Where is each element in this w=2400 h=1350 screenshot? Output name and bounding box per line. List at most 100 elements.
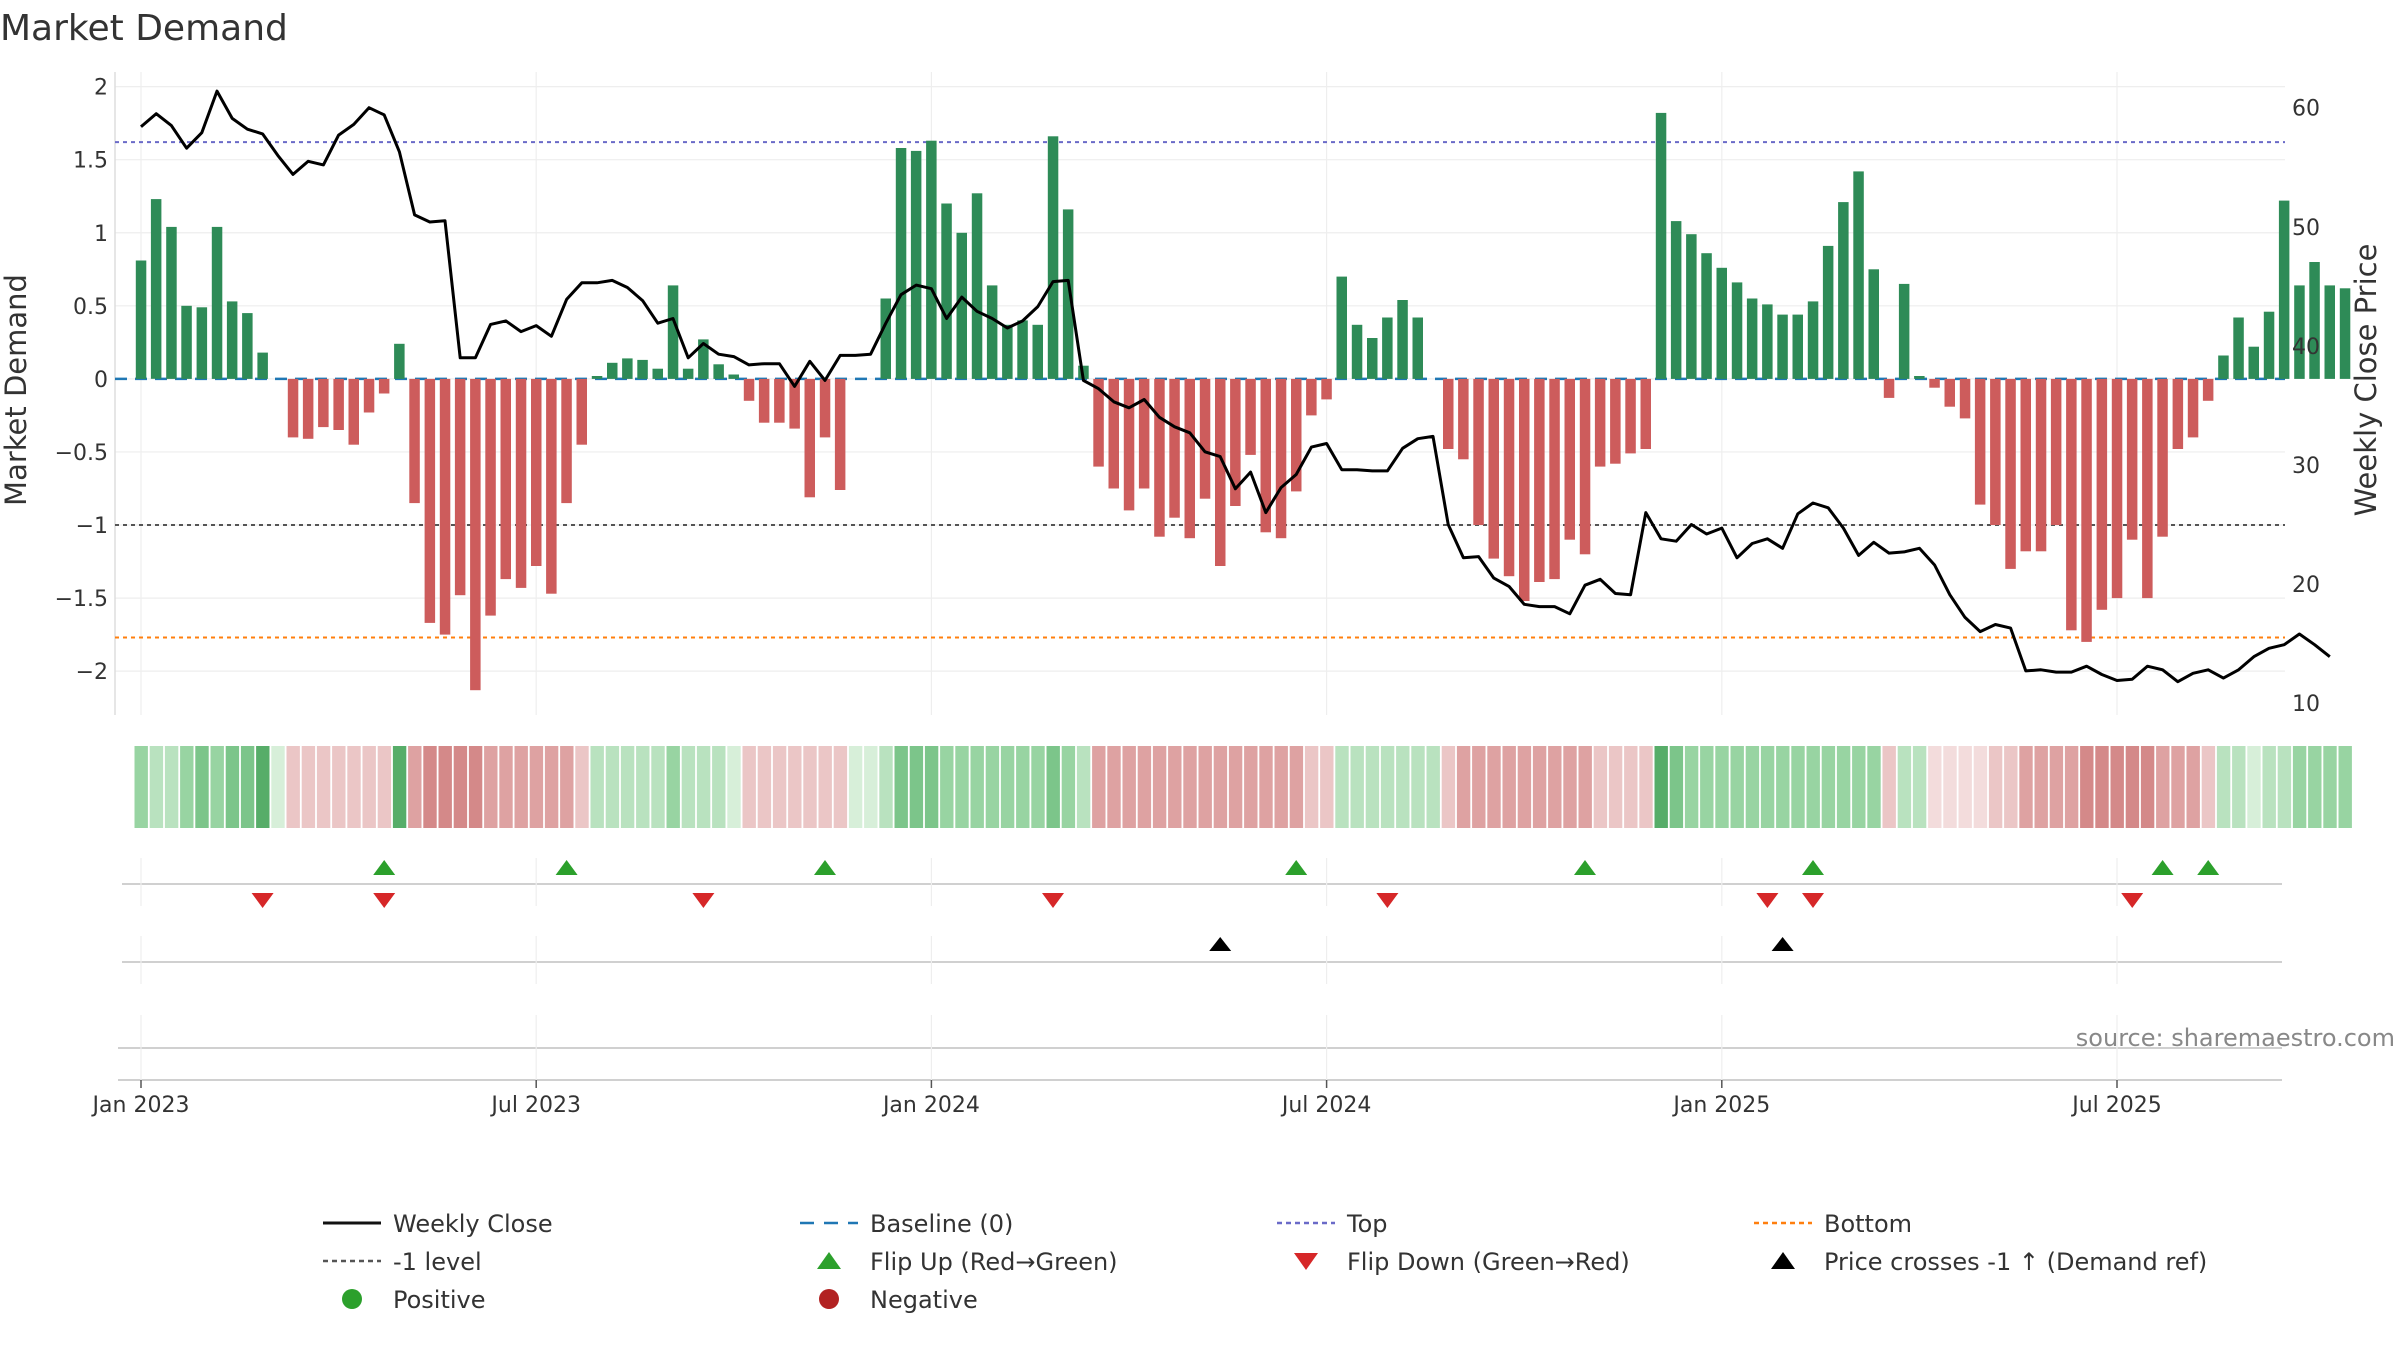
demand-bar-2 (166, 226, 177, 379)
demand-bar-111 (1822, 245, 1834, 379)
strip-cell-40 (742, 746, 756, 828)
demand-bar-127 (2066, 378, 2077, 631)
demand-bar-15 (363, 378, 375, 413)
flip-up-marker-3 (1285, 860, 1308, 875)
strip-cell-41 (757, 746, 772, 828)
strip-cell-55 (970, 746, 984, 828)
demand-bar-5 (211, 226, 223, 379)
demand-bar-95 (1579, 378, 1591, 555)
demand-bar-66 (1138, 378, 1150, 489)
demand-bar-7 (242, 313, 253, 379)
strip-cell-89 (1487, 746, 1501, 828)
legend-label-2: Top (1346, 1210, 1388, 1238)
strip-cell-74 (1259, 746, 1273, 828)
strip-cell-93 (1548, 746, 1562, 828)
demand-bar-126 (2050, 378, 2062, 525)
strip-cell-92 (1532, 746, 1547, 828)
demand-bar-23 (485, 378, 496, 616)
demand-bar-101 (1670, 221, 1682, 379)
strip-cell-111 (1821, 746, 1836, 828)
strip-cell-38 (712, 746, 726, 828)
demand-bar-125 (2035, 378, 2047, 552)
demand-bar-71 (1215, 378, 1226, 566)
demand-bar-53 (941, 203, 952, 379)
flip-up-marker-6 (2151, 860, 2174, 875)
strip-cell-56 (985, 746, 1000, 828)
strip-cell-125 (2034, 746, 2048, 828)
demand-bar-108 (1777, 314, 1788, 379)
legend-item-6: Flip Down (Green→Red) (1294, 1248, 1630, 1276)
demand-bar-103 (1701, 253, 1712, 379)
demand-bar-131 (2126, 378, 2138, 540)
demand-bar-139 (2248, 346, 2259, 379)
legend-label-3: Bottom (1824, 1210, 1912, 1238)
demand-bar-83 (1397, 300, 1408, 379)
demand-bar-129 (2096, 378, 2108, 610)
legend-item-4: -1 level (323, 1248, 482, 1276)
strip-cell-37 (696, 746, 711, 828)
y-tick-label-6: −1 (76, 514, 108, 539)
y2-tick-label-0: 60 (2292, 97, 2320, 122)
strip-cell-14 (347, 746, 361, 828)
legend-label-4: -1 level (393, 1248, 482, 1276)
demand-bars (135, 112, 2351, 691)
demand-bar-79 (1336, 276, 1347, 379)
demand-bar-43 (789, 378, 800, 429)
demand-bar-51 (910, 150, 922, 379)
demand-bar-120 (1959, 378, 1971, 419)
demand-bar-31 (607, 362, 618, 379)
strip-cell-139 (2247, 746, 2261, 828)
strip-cell-17 (392, 746, 407, 828)
demand-bar-46 (834, 378, 846, 490)
demand-bar-45 (819, 378, 831, 438)
demand-bar-94 (1564, 378, 1575, 540)
strip-cell-51 (909, 746, 924, 828)
weekly-close-line (140, 89, 2331, 684)
demand-bar-63 (1093, 378, 1104, 467)
demand-bar-20 (439, 378, 451, 635)
strip-cell-69 (1183, 746, 1197, 828)
demand-bar-110 (1807, 301, 1819, 379)
legend-swatch-9 (819, 1289, 839, 1309)
demand-bar-118 (1929, 378, 1940, 388)
strip-cell-105 (1730, 746, 1744, 828)
y2-tick-label-3: 30 (2292, 454, 2320, 479)
demand-bar-26 (531, 378, 542, 566)
strip-cell-143 (2308, 746, 2322, 828)
strip-cell-60 (1046, 746, 1060, 828)
strip-cell-90 (1502, 746, 1516, 828)
strip-cell-107 (1760, 746, 1775, 828)
strip-cell-68 (1168, 746, 1182, 828)
strip-cell-114 (1867, 746, 1881, 828)
y2-tick-label-5: 10 (2292, 692, 2320, 717)
demand-bar-114 (1868, 269, 1879, 379)
strip-cell-5 (210, 746, 224, 828)
demand-bar-96 (1594, 378, 1606, 467)
strip-cell-117 (1912, 746, 1927, 828)
strip-cell-36 (681, 746, 696, 828)
demand-bar-133 (2157, 378, 2168, 537)
demand-bar-13 (333, 378, 344, 430)
strip-cell-144 (2323, 746, 2337, 828)
empty-panel (118, 1015, 2282, 1081)
strip-cell-49 (879, 746, 893, 828)
strip-cell-131 (2125, 746, 2140, 828)
legend-item-5: Flip Up (Red→Green) (817, 1248, 1118, 1276)
strip-cell-79 (1335, 746, 1349, 828)
x-tick-label-5: Jul 2025 (2070, 1093, 2162, 1118)
x-tick-label-2: Jan 2024 (881, 1093, 980, 1118)
strip-cell-65 (1122, 746, 1136, 828)
demand-bar-84 (1412, 317, 1423, 379)
demand-bar-27 (546, 378, 557, 594)
demand-bar-18 (409, 378, 420, 504)
strip-cell-108 (1776, 746, 1790, 828)
strip-cell-27 (544, 746, 559, 828)
price-cross-marker-0 (1209, 937, 1232, 951)
strip-cell-43 (788, 746, 802, 828)
demand-bar-10 (287, 378, 299, 438)
strip-cell-71 (1213, 746, 1228, 828)
strip-cell-34 (651, 746, 665, 828)
demand-bar-21 (454, 378, 466, 596)
strip-cell-22 (468, 746, 483, 828)
